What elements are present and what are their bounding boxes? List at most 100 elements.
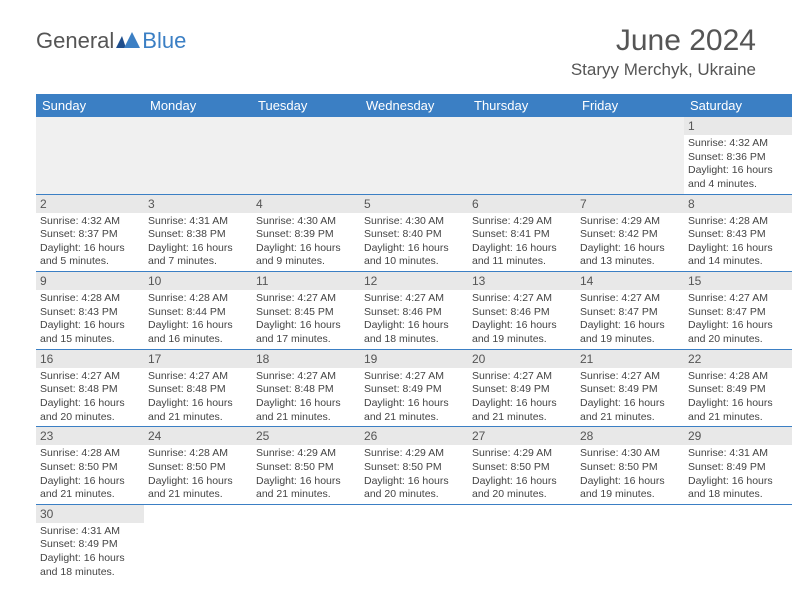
day-number: 26 (360, 427, 468, 445)
day-number: 20 (468, 350, 576, 368)
calendar-day: 23Sunrise: 4:28 AMSunset: 8:50 PMDayligh… (36, 427, 144, 505)
day-number: 14 (576, 272, 684, 290)
calendar-day: 13Sunrise: 4:27 AMSunset: 8:46 PMDayligh… (468, 272, 576, 350)
day-number: 15 (684, 272, 792, 290)
day-details: Sunrise: 4:29 AMSunset: 8:50 PMDaylight:… (468, 445, 576, 504)
day-number: 7 (576, 195, 684, 213)
day-details: Sunrise: 4:32 AMSunset: 8:37 PMDaylight:… (36, 213, 144, 272)
calendar-week: 2Sunrise: 4:32 AMSunset: 8:37 PMDaylight… (36, 194, 792, 272)
calendar-empty (360, 117, 468, 194)
logo-text-general: General (36, 28, 114, 54)
calendar-day: 7Sunrise: 4:29 AMSunset: 8:42 PMDaylight… (576, 194, 684, 272)
day-number: 23 (36, 427, 144, 445)
day-number: 13 (468, 272, 576, 290)
day-details: Sunrise: 4:27 AMSunset: 8:47 PMDaylight:… (576, 290, 684, 349)
day-details: Sunrise: 4:28 AMSunset: 8:43 PMDaylight:… (684, 213, 792, 272)
day-number: 8 (684, 195, 792, 213)
calendar-day: 3Sunrise: 4:31 AMSunset: 8:38 PMDaylight… (144, 194, 252, 272)
day-details: Sunrise: 4:29 AMSunset: 8:50 PMDaylight:… (252, 445, 360, 504)
day-header-row: SundayMondayTuesdayWednesdayThursdayFrid… (36, 94, 792, 117)
day-details: Sunrise: 4:29 AMSunset: 8:50 PMDaylight:… (360, 445, 468, 504)
calendar-empty (252, 504, 360, 581)
calendar-day: 1Sunrise: 4:32 AMSunset: 8:36 PMDaylight… (684, 117, 792, 194)
calendar-empty (252, 117, 360, 194)
calendar-week: 9Sunrise: 4:28 AMSunset: 8:43 PMDaylight… (36, 272, 792, 350)
day-details: Sunrise: 4:30 AMSunset: 8:40 PMDaylight:… (360, 213, 468, 272)
day-number: 5 (360, 195, 468, 213)
location-subtitle: Staryy Merchyk, Ukraine (0, 60, 756, 80)
day-details: Sunrise: 4:27 AMSunset: 8:49 PMDaylight:… (468, 368, 576, 427)
calendar-empty (144, 504, 252, 581)
calendar-day: 14Sunrise: 4:27 AMSunset: 8:47 PMDayligh… (576, 272, 684, 350)
calendar-day: 11Sunrise: 4:27 AMSunset: 8:45 PMDayligh… (252, 272, 360, 350)
day-number: 1 (684, 117, 792, 135)
day-number: 25 (252, 427, 360, 445)
day-details: Sunrise: 4:27 AMSunset: 8:47 PMDaylight:… (684, 290, 792, 349)
day-number: 22 (684, 350, 792, 368)
calendar-empty (576, 504, 684, 581)
day-header: Wednesday (360, 94, 468, 117)
calendar-day: 8Sunrise: 4:28 AMSunset: 8:43 PMDaylight… (684, 194, 792, 272)
day-number: 4 (252, 195, 360, 213)
day-details: Sunrise: 4:27 AMSunset: 8:48 PMDaylight:… (144, 368, 252, 427)
day-number: 24 (144, 427, 252, 445)
calendar-day: 24Sunrise: 4:28 AMSunset: 8:50 PMDayligh… (144, 427, 252, 505)
day-number: 19 (360, 350, 468, 368)
calendar-day: 2Sunrise: 4:32 AMSunset: 8:37 PMDaylight… (36, 194, 144, 272)
day-number: 16 (36, 350, 144, 368)
day-number: 27 (468, 427, 576, 445)
day-header: Monday (144, 94, 252, 117)
day-details: Sunrise: 4:28 AMSunset: 8:50 PMDaylight:… (144, 445, 252, 504)
day-number: 17 (144, 350, 252, 368)
day-details: Sunrise: 4:32 AMSunset: 8:36 PMDaylight:… (684, 135, 792, 194)
day-number: 29 (684, 427, 792, 445)
calendar-day: 6Sunrise: 4:29 AMSunset: 8:41 PMDaylight… (468, 194, 576, 272)
day-header: Tuesday (252, 94, 360, 117)
calendar-day: 16Sunrise: 4:27 AMSunset: 8:48 PMDayligh… (36, 349, 144, 427)
day-details: Sunrise: 4:27 AMSunset: 8:45 PMDaylight:… (252, 290, 360, 349)
day-details: Sunrise: 4:28 AMSunset: 8:44 PMDaylight:… (144, 290, 252, 349)
day-number: 9 (36, 272, 144, 290)
calendar-day: 12Sunrise: 4:27 AMSunset: 8:46 PMDayligh… (360, 272, 468, 350)
day-details: Sunrise: 4:29 AMSunset: 8:42 PMDaylight:… (576, 213, 684, 272)
logo-icon (116, 28, 140, 54)
calendar-day: 18Sunrise: 4:27 AMSunset: 8:48 PMDayligh… (252, 349, 360, 427)
day-details: Sunrise: 4:31 AMSunset: 8:49 PMDaylight:… (684, 445, 792, 504)
calendar-day: 10Sunrise: 4:28 AMSunset: 8:44 PMDayligh… (144, 272, 252, 350)
calendar-empty (360, 504, 468, 581)
calendar-table: SundayMondayTuesdayWednesdayThursdayFrid… (36, 94, 792, 581)
calendar-day: 22Sunrise: 4:28 AMSunset: 8:49 PMDayligh… (684, 349, 792, 427)
day-number: 12 (360, 272, 468, 290)
calendar-empty (144, 117, 252, 194)
calendar-day: 15Sunrise: 4:27 AMSunset: 8:47 PMDayligh… (684, 272, 792, 350)
calendar-empty (468, 117, 576, 194)
logo: General Blue (36, 28, 186, 54)
day-details: Sunrise: 4:28 AMSunset: 8:50 PMDaylight:… (36, 445, 144, 504)
calendar-empty (576, 117, 684, 194)
day-details: Sunrise: 4:27 AMSunset: 8:46 PMDaylight:… (360, 290, 468, 349)
calendar-day: 26Sunrise: 4:29 AMSunset: 8:50 PMDayligh… (360, 427, 468, 505)
calendar-week: 16Sunrise: 4:27 AMSunset: 8:48 PMDayligh… (36, 349, 792, 427)
day-details: Sunrise: 4:31 AMSunset: 8:38 PMDaylight:… (144, 213, 252, 272)
day-number: 21 (576, 350, 684, 368)
calendar-day: 20Sunrise: 4:27 AMSunset: 8:49 PMDayligh… (468, 349, 576, 427)
day-number: 28 (576, 427, 684, 445)
day-details: Sunrise: 4:31 AMSunset: 8:49 PMDaylight:… (36, 523, 144, 582)
calendar-empty (36, 117, 144, 194)
calendar-day: 29Sunrise: 4:31 AMSunset: 8:49 PMDayligh… (684, 427, 792, 505)
day-header: Saturday (684, 94, 792, 117)
calendar-day: 19Sunrise: 4:27 AMSunset: 8:49 PMDayligh… (360, 349, 468, 427)
day-number: 6 (468, 195, 576, 213)
day-details: Sunrise: 4:28 AMSunset: 8:43 PMDaylight:… (36, 290, 144, 349)
calendar-day: 30Sunrise: 4:31 AMSunset: 8:49 PMDayligh… (36, 504, 144, 581)
calendar-week: 1Sunrise: 4:32 AMSunset: 8:36 PMDaylight… (36, 117, 792, 194)
day-details: Sunrise: 4:27 AMSunset: 8:46 PMDaylight:… (468, 290, 576, 349)
day-number: 2 (36, 195, 144, 213)
calendar-day: 5Sunrise: 4:30 AMSunset: 8:40 PMDaylight… (360, 194, 468, 272)
day-number: 11 (252, 272, 360, 290)
calendar-day: 25Sunrise: 4:29 AMSunset: 8:50 PMDayligh… (252, 427, 360, 505)
calendar-day: 28Sunrise: 4:30 AMSunset: 8:50 PMDayligh… (576, 427, 684, 505)
day-details: Sunrise: 4:30 AMSunset: 8:50 PMDaylight:… (576, 445, 684, 504)
calendar-day: 17Sunrise: 4:27 AMSunset: 8:48 PMDayligh… (144, 349, 252, 427)
logo-text-blue: Blue (142, 28, 186, 54)
